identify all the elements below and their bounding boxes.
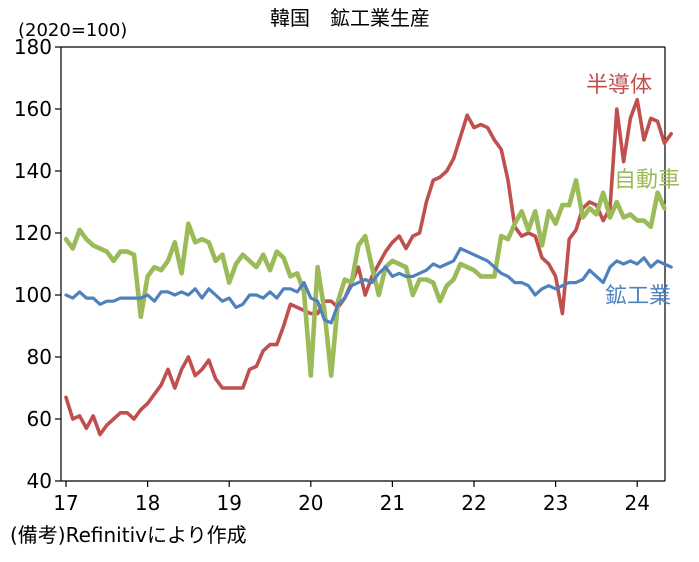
x-axis-ticks: 17 18 19 20 21 22 23 24 bbox=[53, 481, 650, 515]
series-lines bbox=[63, 97, 674, 437]
semiconductor-line bbox=[64, 97, 674, 437]
x-tick-label: 22 bbox=[461, 491, 486, 515]
automobile-label: 自動車 bbox=[614, 168, 680, 193]
x-tick-label: 20 bbox=[298, 491, 323, 515]
x-tick-label: 24 bbox=[624, 491, 649, 515]
y-tick-label: 60 bbox=[27, 407, 52, 431]
source-note: (備考)Refinitivにより作成 bbox=[10, 523, 247, 547]
x-tick-label: 18 bbox=[135, 491, 160, 515]
mining-industry-label: 鉱工業 bbox=[605, 284, 671, 309]
y-axis-ticks: 40 60 80 100 120 140 160 180 bbox=[14, 35, 61, 493]
y-tick-label: 180 bbox=[14, 35, 52, 59]
x-tick-label: 21 bbox=[380, 491, 405, 515]
y-tick-label: 80 bbox=[27, 345, 52, 369]
x-tick-label: 17 bbox=[53, 491, 78, 515]
y-tick-label: 160 bbox=[14, 97, 52, 121]
chart-title: 韓国 鉱工業生産 bbox=[270, 6, 430, 30]
y-tick-label: 40 bbox=[27, 469, 52, 493]
automobile-line bbox=[63, 178, 667, 378]
unit-label: (2020=100) bbox=[18, 20, 127, 41]
y-tick-label: 140 bbox=[14, 159, 52, 183]
x-tick-label: 19 bbox=[216, 491, 241, 515]
x-tick-label: 23 bbox=[543, 491, 568, 515]
y-tick-label: 100 bbox=[14, 283, 52, 307]
mining-industry-line bbox=[64, 246, 673, 325]
semiconductor-label: 半導体 bbox=[586, 73, 652, 98]
y-tick-label: 120 bbox=[14, 221, 52, 245]
plot-area bbox=[60, 46, 666, 482]
